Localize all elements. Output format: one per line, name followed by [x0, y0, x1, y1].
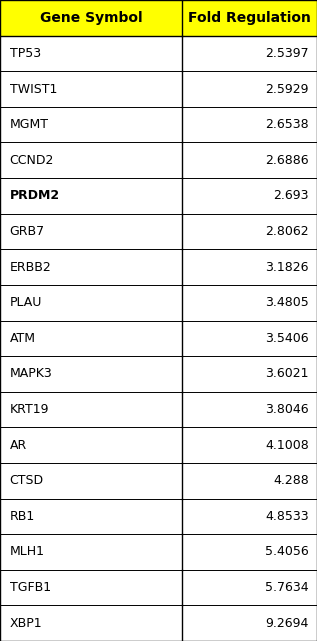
Text: GRB7: GRB7 [10, 225, 45, 238]
Text: 2.6538: 2.6538 [265, 118, 309, 131]
Text: 2.693: 2.693 [274, 189, 309, 203]
Text: 4.288: 4.288 [273, 474, 309, 487]
Text: CCND2: CCND2 [10, 154, 54, 167]
Text: PLAU: PLAU [10, 296, 42, 309]
Text: KRT19: KRT19 [10, 403, 49, 416]
Text: Gene Symbol: Gene Symbol [40, 11, 142, 25]
Text: 3.6021: 3.6021 [266, 367, 309, 380]
Text: Fold Regulation: Fold Regulation [188, 11, 311, 25]
Text: 2.6886: 2.6886 [265, 154, 309, 167]
Text: PRDM2: PRDM2 [10, 189, 60, 203]
Text: 4.1008: 4.1008 [265, 438, 309, 452]
Text: ERBB2: ERBB2 [10, 261, 51, 274]
Text: 3.8046: 3.8046 [265, 403, 309, 416]
Text: 4.8533: 4.8533 [265, 510, 309, 523]
Text: MGMT: MGMT [10, 118, 49, 131]
Text: 2.8062: 2.8062 [265, 225, 309, 238]
Text: MAPK3: MAPK3 [10, 367, 52, 380]
Text: 9.2694: 9.2694 [266, 617, 309, 629]
Text: 3.1826: 3.1826 [266, 261, 309, 274]
Text: TWIST1: TWIST1 [10, 83, 57, 96]
Text: ATM: ATM [10, 332, 36, 345]
Text: 2.5929: 2.5929 [266, 83, 309, 96]
Text: AR: AR [10, 438, 27, 452]
Text: 3.5406: 3.5406 [265, 332, 309, 345]
Text: 2.5397: 2.5397 [265, 47, 309, 60]
Text: XBP1: XBP1 [10, 617, 42, 629]
Text: CTSD: CTSD [10, 474, 44, 487]
Text: 5.4056: 5.4056 [265, 545, 309, 558]
Text: TP53: TP53 [10, 47, 41, 60]
Text: RB1: RB1 [10, 510, 35, 523]
Text: 3.4805: 3.4805 [265, 296, 309, 309]
Bar [0, 0, 317, 36]
Text: 5.7634: 5.7634 [265, 581, 309, 594]
Text: MLH1: MLH1 [10, 545, 44, 558]
Text: TGFB1: TGFB1 [10, 581, 51, 594]
